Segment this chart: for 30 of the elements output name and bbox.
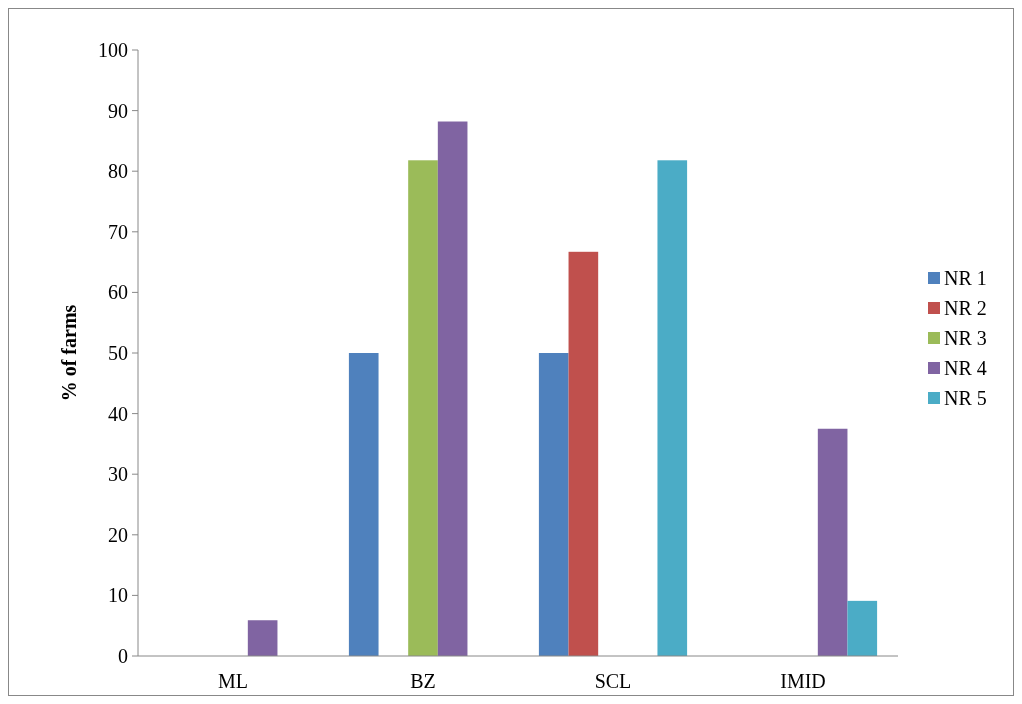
x-tick-label: ML — [218, 670, 248, 692]
y-tick-label: 90 — [108, 99, 128, 122]
bar — [568, 251, 599, 656]
y-tick-label: 50 — [108, 342, 128, 364]
y-tick-label: 30 — [108, 463, 128, 486]
legend-label: NR 2 — [944, 297, 987, 319]
bar — [247, 620, 278, 656]
x-tick-label: BZ — [410, 670, 436, 692]
bar — [817, 428, 848, 656]
x-tick-label: IMID — [780, 670, 826, 692]
y-tick-label: 70 — [108, 220, 128, 243]
bar — [538, 353, 569, 656]
bar — [437, 121, 468, 656]
y-tick-label: 80 — [108, 160, 128, 183]
bar — [408, 160, 438, 656]
legend-label: NR 1 — [944, 267, 987, 289]
x-tick-label: SCL — [594, 670, 632, 692]
y-tick-label: 10 — [108, 584, 128, 607]
y-tick-label: 40 — [108, 402, 128, 425]
y-tick-label: 20 — [108, 523, 128, 546]
bar — [657, 160, 688, 656]
y-tick-label: 0 — [118, 645, 128, 667]
legend-label: NR 4 — [944, 357, 987, 379]
bar — [847, 600, 878, 656]
y-axis-title: % of farms — [58, 304, 80, 402]
y-tick-label: 60 — [108, 281, 128, 304]
legend-label: NR 5 — [944, 387, 987, 409]
bar — [348, 353, 379, 656]
legend-label: NR 3 — [944, 327, 987, 349]
y-tick-label: 100 — [98, 39, 128, 61]
